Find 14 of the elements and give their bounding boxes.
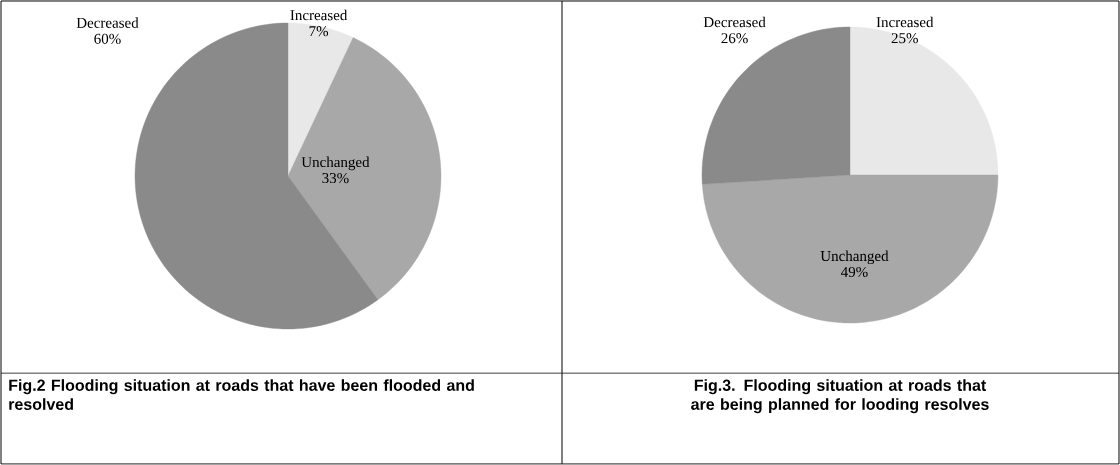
slice-label: Unchanged: [301, 156, 370, 171]
text: Fig.3. Flooding situation at roads that are being planned for looding resolves: [691, 379, 989, 414]
data-label: 25%: [891, 33, 918, 44]
slice-label: Decreased: [703, 16, 766, 28]
slice-label: Decreased: [76, 17, 139, 28]
data-label: 60%: [94, 33, 121, 44]
slice-label: Increased: [876, 16, 934, 28]
slice-label: Unchanged: [820, 250, 889, 265]
slice-label: Increased: [290, 9, 348, 21]
data-label: 26%: [721, 33, 748, 44]
data-label: 49%: [840, 266, 868, 278]
data-label: 33%: [322, 173, 349, 184]
text: Fig.2 Flooding situation at roads that have been flooded and resolved: [9, 379, 474, 410]
data-label: 7%: [309, 26, 329, 37]
